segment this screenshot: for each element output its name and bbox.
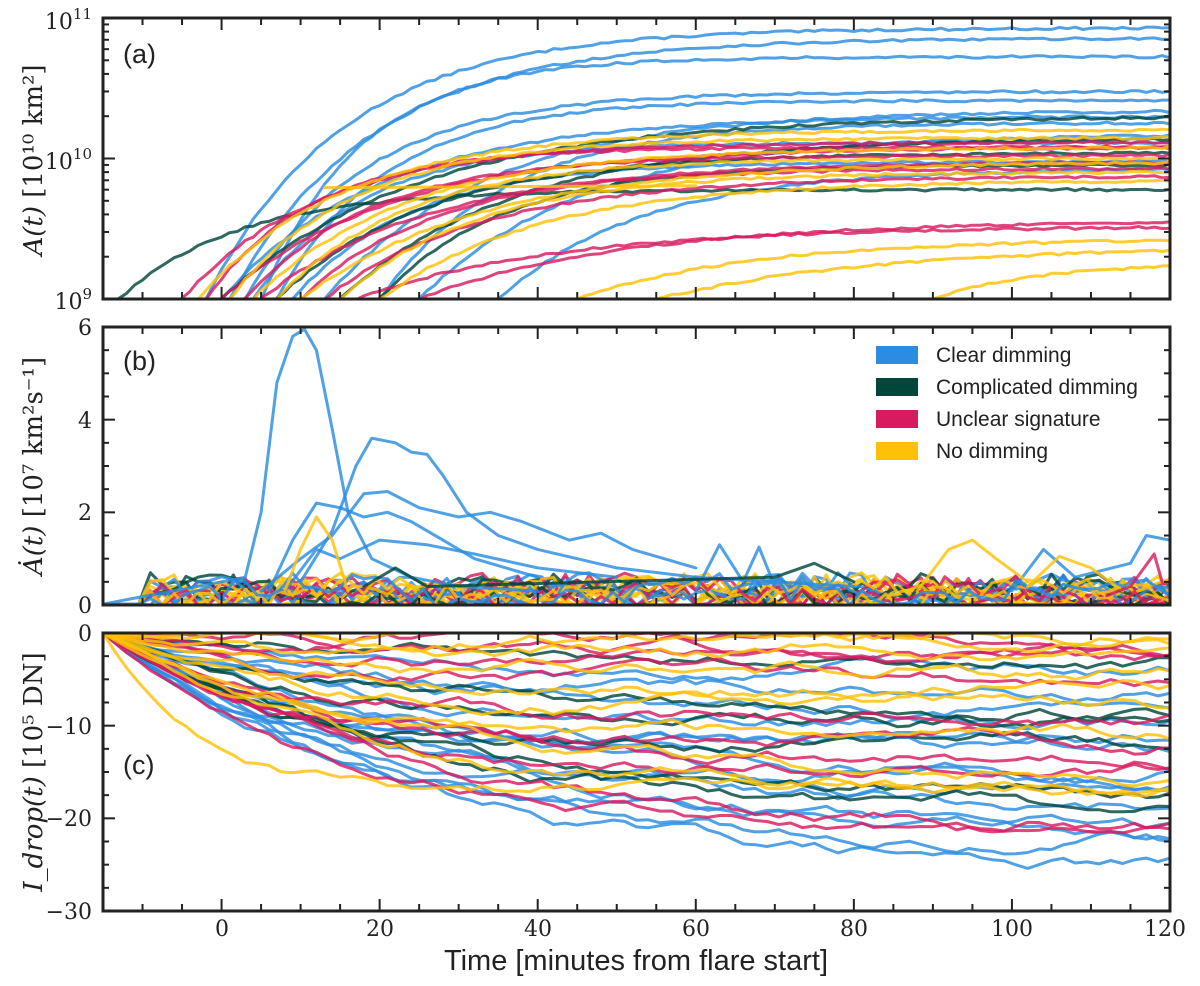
series-line-c-38 [103, 633, 1170, 654]
series-line-b-peak-0 [103, 327, 540, 605]
legend-swatch-clear-dimming [876, 346, 918, 364]
series-line-c-24 [103, 633, 1170, 756]
panel-c-label: (c) [123, 750, 154, 780]
panel-b-ytick-0: 0 [78, 594, 92, 619]
legend: Clear dimming Complicated dimming Unclea… [876, 344, 1138, 463]
series-line-c-30 [103, 633, 1170, 798]
panel-b-frame [101, 325, 1172, 607]
series-line-a-12 [117, 187, 1170, 299]
panel-a-frame [101, 16, 1172, 301]
panel-c-ytick-0: 0 [78, 622, 92, 647]
series-line-c-14 [103, 633, 1170, 814]
series-line-a-plateau [322, 184, 698, 190]
panel-b-ytick-6: 6 [78, 316, 92, 341]
panel-c: (c) 0 −10 −20 −30 I_drop(t) [10⁵ DN] 0 2… [19, 622, 1186, 977]
series-line-b-bg-16 [103, 575, 1170, 605]
legend-label-no-dimming: No dimming [936, 440, 1048, 463]
series-line-b-peak-11 [362, 561, 856, 588]
series-line-c-20 [103, 633, 1170, 835]
series-line-b-peak-9 [1026, 554, 1125, 593]
xtick-100: 100 [991, 917, 1033, 942]
series-line-a-17 [180, 140, 1170, 299]
series-line-c-32 [103, 633, 1170, 788]
series-line-a-31 [338, 169, 1170, 299]
panel-b-ticks [103, 326, 1171, 606]
series-line-c-31 [103, 633, 1170, 796]
panel-a: (a) 1011 1010 109 A(t) [10¹⁰ km²] [19, 5, 1172, 315]
series-line-b-peak-5 [694, 543, 777, 593]
panel-c-frame [101, 631, 1172, 913]
panel-c-ytick-m30: −30 [46, 900, 92, 925]
xtick-60: 60 [682, 917, 710, 942]
series-line-a-0 [204, 25, 1170, 299]
series-line-c-35 [103, 633, 1170, 703]
series-line-c-36 [103, 633, 1170, 681]
panel-a-ytick-11: 1011 [45, 5, 92, 35]
legend-swatch-unclear-signature [876, 410, 918, 428]
series-line-a-29 [275, 156, 1170, 299]
panel-b-ylabel: Ȧ(t) [10⁷ km²s⁻¹] [18, 357, 49, 577]
series-line-a-35 [931, 264, 1170, 299]
series-line-a-24 [354, 225, 1170, 299]
series-line-b-peak-6 [1010, 534, 1170, 593]
panel-a-label: (a) [123, 39, 156, 69]
series-line-b-peak-2 [267, 501, 540, 593]
series-line-a-27 [228, 135, 1170, 299]
series-line-b-peak-3 [259, 490, 698, 593]
series-line-b-peak-8 [915, 538, 1030, 593]
series-line-c-34 [103, 633, 1170, 716]
xtick-120: 120 [1144, 917, 1186, 942]
x-axis-label: Time [minutes from flare start] [444, 945, 828, 977]
panel-c-lines [103, 633, 1170, 870]
panel-a-ytick-9: 109 [54, 285, 92, 315]
panel-b-ytick-2: 2 [78, 501, 92, 526]
series-line-b-peak-10 [1105, 552, 1164, 598]
series-line-b-bg-17 [103, 574, 1170, 605]
series-line-a-23 [417, 220, 1170, 299]
series-line-c-4 [103, 633, 1170, 811]
panel-b-ytick-4: 4 [78, 409, 92, 434]
series-line-a-21 [299, 166, 1170, 299]
series-line-c-8 [103, 633, 1170, 754]
legend-label-complicated-dimming: Complicated dimming [936, 376, 1138, 399]
panel-c-ylabel: I_drop(t) [10⁵ DN] [19, 652, 49, 892]
legend-swatch-no-dimming [876, 442, 918, 460]
series-line-a-19 [243, 153, 1170, 299]
series-line-b-peak-4 [283, 538, 619, 593]
panel-b-lines [103, 327, 1170, 605]
panel-c-ytick-m20: −20 [46, 807, 92, 832]
panel-a-ytick-10: 1010 [45, 145, 92, 175]
series-line-b-peak-7 [283, 515, 350, 593]
legend-label-unclear-signature: Unclear signature [936, 408, 1101, 431]
series-line-a-4 [275, 98, 1170, 299]
xtick-0: 0 [215, 917, 229, 942]
series-line-a-32 [378, 178, 1170, 299]
panel-b-label: (b) [123, 346, 156, 376]
series-line-c-11 [103, 633, 1170, 721]
panel-a-ylabel: A(t) [10¹⁰ km²] [19, 64, 49, 257]
xtick-40: 40 [524, 917, 552, 942]
series-line-c-25 [103, 633, 1170, 727]
series-line-c-12 [103, 633, 1170, 703]
series-line-a-28 [251, 145, 1170, 299]
series-line-a-22 [323, 174, 1170, 299]
series-line-a-26 [196, 127, 1170, 299]
panel-a-lines [117, 25, 1170, 299]
series-line-c-17 [103, 633, 1170, 729]
series-line-b-peak-1 [299, 436, 856, 588]
legend-label-clear-dimming: Clear dimming [936, 344, 1071, 367]
xtick-20: 20 [366, 917, 394, 942]
series-line-c-37 [103, 633, 1170, 662]
legend-swatch-complicated-dimming [876, 378, 918, 396]
panel-b: (b) 0 2 4 6 Ȧ(t) [10⁷ km²s⁻¹] Clear dimm… [18, 316, 1172, 619]
series-line-c-33 [103, 633, 1170, 741]
series-line-a-33 [575, 238, 1170, 299]
series-line-a-34 [654, 248, 1170, 299]
series-line-b-bg-19 [103, 571, 1170, 605]
series-line-c-1 [103, 633, 1170, 856]
series-line-a-30 [299, 160, 1170, 299]
xtick-80: 80 [840, 917, 868, 942]
panel-c-ytick-m10: −10 [46, 715, 92, 740]
